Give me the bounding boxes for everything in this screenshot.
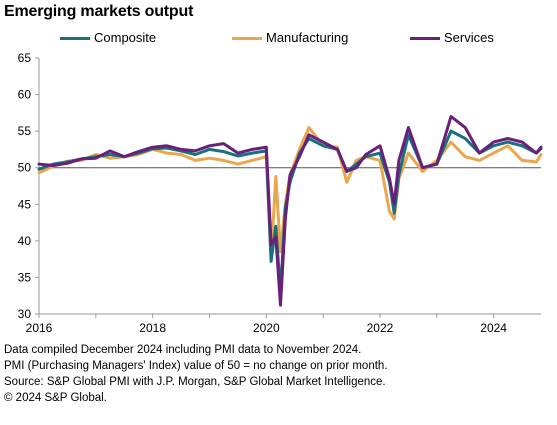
x-tick-label: 2018 bbox=[139, 321, 166, 335]
y-tick-label: 45 bbox=[18, 197, 32, 211]
legend-swatch-composite bbox=[60, 37, 90, 40]
footnote-data-compiled: Data compiled December 2024 including PM… bbox=[4, 344, 362, 356]
series-line-manufacturing bbox=[37, 126, 543, 261]
y-tick-label: 40 bbox=[18, 234, 32, 248]
chart-title: Emerging markets output bbox=[4, 3, 194, 20]
x-tick-label: 2022 bbox=[367, 321, 394, 335]
y-tick-label: 60 bbox=[18, 88, 32, 102]
x-tick-label: 2024 bbox=[480, 321, 507, 335]
legend-label-services: Services bbox=[444, 30, 494, 45]
y-tick-label: 50 bbox=[18, 161, 32, 175]
x-tick-label: 2020 bbox=[253, 321, 280, 335]
y-tick-label: 55 bbox=[18, 124, 32, 138]
y-tick-label: 30 bbox=[18, 307, 32, 321]
series-line-services bbox=[37, 115, 543, 307]
footnote-copyright: © 2024 S&P Global. bbox=[4, 392, 107, 404]
x-tick-label: 2016 bbox=[26, 321, 53, 335]
legend-swatch-services bbox=[410, 37, 440, 40]
legend: Composite Manufacturing Services bbox=[0, 29, 557, 47]
legend-label-manufacturing: Manufacturing bbox=[266, 30, 349, 45]
y-tick-label: 35 bbox=[18, 270, 32, 284]
footnote-pmi-definition: PMI (Purchasing Managers' Index) value o… bbox=[4, 360, 388, 372]
footnotes: Data compiled December 2024 including PM… bbox=[4, 342, 388, 406]
legend-swatch-manufacturing bbox=[232, 37, 262, 40]
y-tick-label: 65 bbox=[18, 51, 32, 65]
line-chart: 30 35 40 45 50 55 60 65 2016 2018 2020 2022 2024 bbox=[18, 51, 543, 335]
footnote-source: Source: S&P Global PMI with J.P. Morgan,… bbox=[4, 376, 386, 388]
legend-label-composite: Composite bbox=[94, 30, 157, 45]
